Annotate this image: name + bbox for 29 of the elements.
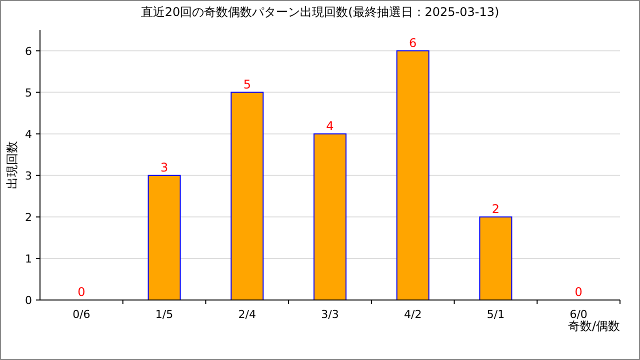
data-label: 2 xyxy=(492,202,500,216)
y-axis-title: 出現回数 xyxy=(5,141,19,189)
chart-title: 直近20回の奇数偶数パターン出現回数(最終抽選日：2025-03-13) xyxy=(140,5,500,19)
bar xyxy=(479,216,512,300)
data-label: 4 xyxy=(326,118,334,133)
y-tick-label: 0 xyxy=(25,294,32,307)
data-label: 0 xyxy=(574,285,582,299)
y-tick-label: 1 xyxy=(25,252,32,266)
x-tick-label: 0/6 xyxy=(72,308,90,321)
data-label: 0 xyxy=(78,285,86,299)
y-tick-label: 4 xyxy=(25,128,32,141)
data-label: 6 xyxy=(409,36,417,50)
y-tick-label: 3 xyxy=(25,169,32,182)
y-tick-label: 5 xyxy=(25,86,32,100)
bar xyxy=(314,133,346,300)
y-tick-label: 2 xyxy=(25,210,32,224)
x-tick-label: 1/5 xyxy=(155,308,174,321)
x-tick-label: 4/2 xyxy=(404,308,422,321)
y-tick-label: 6 xyxy=(25,44,32,58)
x-tick-label: 5/1 xyxy=(486,308,505,321)
data-label: 5 xyxy=(243,77,251,92)
bar xyxy=(396,50,430,300)
bar xyxy=(230,92,264,300)
x-tick-label: 3/3 xyxy=(321,308,339,321)
bar xyxy=(148,174,181,300)
x-axis-title: 奇数/偶数 xyxy=(568,319,620,333)
data-label: 3 xyxy=(160,160,168,174)
x-tick-label: 6/0 xyxy=(570,308,588,321)
x-tick-label: 2/4 xyxy=(238,308,256,321)
